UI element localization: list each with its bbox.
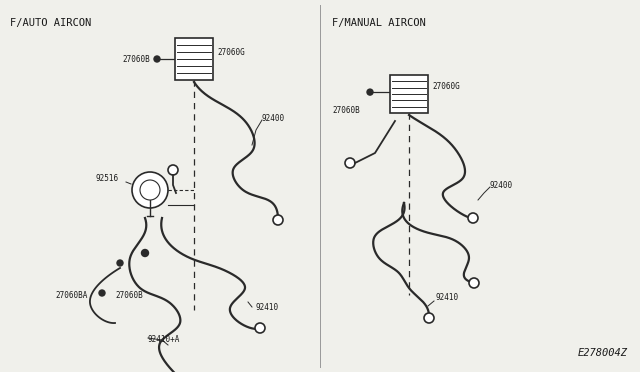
Text: E278004Z: E278004Z [578, 348, 628, 358]
Circle shape [424, 313, 434, 323]
Circle shape [367, 89, 373, 95]
Circle shape [468, 213, 478, 223]
Circle shape [99, 290, 105, 296]
Text: F/MANUAL AIRCON: F/MANUAL AIRCON [332, 18, 426, 28]
Text: 27060B: 27060B [115, 291, 143, 299]
Bar [390, 75, 428, 113]
Circle shape [255, 323, 265, 333]
Text: 27060B: 27060B [332, 106, 360, 115]
Text: 27060BA: 27060BA [55, 291, 88, 299]
Circle shape [132, 172, 168, 208]
Text: 92400: 92400 [490, 180, 513, 189]
Text: F/AUTO AIRCON: F/AUTO AIRCON [10, 18, 92, 28]
Text: 92516: 92516 [95, 173, 118, 183]
Circle shape [141, 250, 148, 257]
Bar [175, 38, 213, 80]
Text: 92400: 92400 [262, 113, 285, 122]
Circle shape [168, 165, 178, 175]
Text: 27060G: 27060G [217, 48, 244, 57]
Text: 27060G: 27060G [432, 82, 460, 91]
Circle shape [273, 215, 283, 225]
Text: 27060B: 27060B [122, 55, 150, 64]
Circle shape [140, 180, 160, 200]
Circle shape [154, 56, 160, 62]
Circle shape [345, 158, 355, 168]
Text: 92410: 92410 [255, 304, 278, 312]
Circle shape [117, 260, 123, 266]
Circle shape [469, 278, 479, 288]
Text: 92410: 92410 [435, 294, 458, 302]
Text: 92410+A: 92410+A [148, 336, 180, 344]
